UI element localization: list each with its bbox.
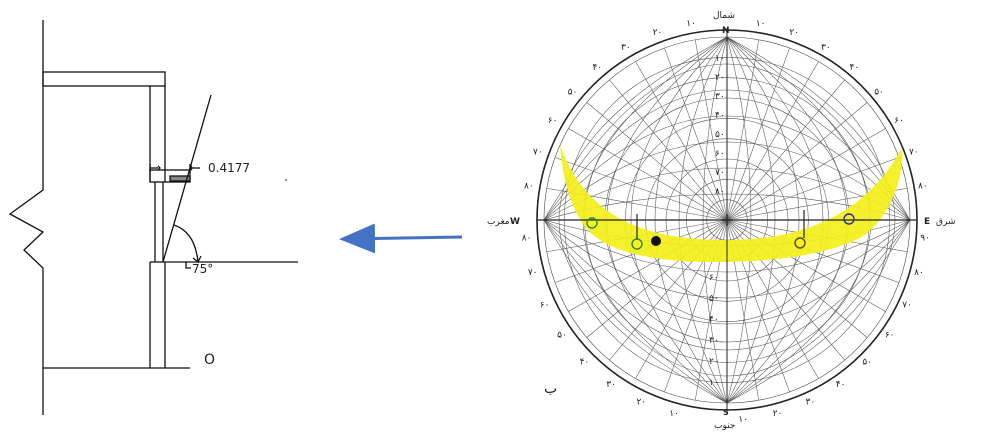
scale-numeral: ۳۰ xyxy=(621,43,631,53)
scale-numeral: ۴۰ xyxy=(836,380,846,390)
azimuth-line xyxy=(586,102,728,221)
shading-fin xyxy=(169,175,191,182)
scale-numeral: ۱۰ xyxy=(756,19,766,29)
scale-numeral: ۷۰ xyxy=(528,268,538,278)
south-letter: S xyxy=(723,408,729,417)
altitude-numeral: ۲۰ xyxy=(715,73,725,83)
angle-arc xyxy=(173,224,199,263)
scale-labels: ۱۰ ۲۰ ۳۰ ۴۰ ۵۰ ۶۰ ۷۰ ۸۰ ۱۰ ۲۰ ۳۰ ۴۰ ۵۰ ۶۰ ۷۰ ۸۰ ۸۰ ۷۰ ۶۰ ۵۰… xyxy=(522,19,930,425)
altitude-numeral: ۸۰ xyxy=(715,187,725,197)
azimuth-line xyxy=(726,157,900,221)
sun-path-band xyxy=(560,145,903,262)
scale-numeral: ۱۰ xyxy=(686,19,696,29)
scale-numeral: ۷۰ xyxy=(533,148,543,158)
sun-ray-line xyxy=(162,94,212,263)
scale-numeral: ۳۰ xyxy=(606,380,616,390)
west-word: مغرب xyxy=(487,217,510,227)
scale-numeral: ۲۰ xyxy=(773,409,783,419)
west-letter: W xyxy=(510,217,520,227)
scale-numeral: ۸۰ xyxy=(914,268,924,278)
marker-circle-east xyxy=(843,213,855,225)
east-letter: E xyxy=(924,217,930,227)
circle-o-label: O xyxy=(204,352,215,368)
scale-numeral: ۲۰ xyxy=(789,28,799,38)
scale-numeral: ۵۰ xyxy=(557,331,567,341)
marker-circle-2 xyxy=(794,237,806,249)
marker-dot-filled xyxy=(651,236,661,246)
altitude-numeral: ۱۰ xyxy=(715,54,725,64)
scale-numeral: ۸۰ xyxy=(918,181,928,191)
azimuth-line xyxy=(726,61,819,221)
north-word: شمال xyxy=(713,11,735,21)
altitude-numeral: ۵۰ xyxy=(715,130,725,140)
wall-break-line xyxy=(8,20,45,415)
scale-numeral: ۵۰ xyxy=(568,87,578,97)
altitude-numeral: ۷۰ xyxy=(715,168,725,178)
scale-numeral: ۶۰ xyxy=(885,331,895,341)
altitude-numeral: ۳۰ xyxy=(709,336,719,346)
azimuth-line xyxy=(635,61,728,221)
scale-numeral: ۴۰ xyxy=(592,63,602,73)
scale-numeral: ۷۰ xyxy=(909,148,919,158)
scale-numeral: ۹۰ xyxy=(920,233,930,243)
south-word: جنوب xyxy=(714,421,735,431)
azimuth-line xyxy=(568,128,728,221)
roof-slab xyxy=(42,71,166,87)
scale-numeral: ۶۰ xyxy=(548,116,558,126)
north-letter: N xyxy=(722,26,730,36)
scale-numeral: ۶۰ xyxy=(894,116,904,126)
altitude-numeral: ۴۰ xyxy=(709,315,719,325)
corner-letter: ب xyxy=(544,381,557,397)
scale-numeral: ۲۰ xyxy=(636,397,646,407)
altitude-numeral: ۱۰ xyxy=(709,378,719,388)
scale-numeral: ۵۰ xyxy=(862,357,872,367)
scale-numeral: ۸۰ xyxy=(522,233,532,243)
scale-numeral: ۶۰ xyxy=(540,301,550,311)
scale-numeral: ۱۰ xyxy=(738,415,748,425)
dimension-label: 0.4177 xyxy=(208,161,250,175)
scale-numeral: ۴۰ xyxy=(580,357,590,367)
altitude-numeral: ۲۰ xyxy=(709,357,719,367)
azimuth-line xyxy=(726,219,886,312)
altitude-numeral: ۵۰ xyxy=(709,294,719,304)
altitude-numeral: ۳۰ xyxy=(715,92,725,102)
altitude-numeral: ۶۰ xyxy=(709,273,719,283)
azimuth-line xyxy=(568,219,728,312)
marker-circle-west xyxy=(586,217,598,229)
scale-numeral: ۷۰ xyxy=(902,301,912,311)
scale-numeral: ۳۰ xyxy=(806,397,816,407)
azimuth-line xyxy=(726,128,886,221)
scale-numeral: ۵۰ xyxy=(874,87,884,97)
scale-numeral: ۲۰ xyxy=(653,28,663,38)
wall-section-diagram xyxy=(8,20,298,415)
small-dot xyxy=(285,179,287,181)
angle-label: 75° xyxy=(192,262,213,276)
azimuth-line xyxy=(726,39,760,221)
sun-path-chart: ۱۰ ۲۰ ۳۰ ۴۰ ۵۰ ۶۰ ۷۰ ۸۰ ۱۰ ۲۰ ۳۰ ۴۰ ۵۰ ۶۰ ۷۰ ۸۰ ۸۰ ۷۰ ۶۰ ۵۰… xyxy=(522,19,930,425)
azimuth-line xyxy=(554,157,728,221)
altitude-numeral: ۴۰ xyxy=(715,111,725,121)
scale-numeral: ۴۰ xyxy=(850,63,860,73)
scale-numeral: ۱۰ xyxy=(669,409,679,419)
azimuth-line xyxy=(694,39,728,221)
east-word: شرق xyxy=(936,217,956,227)
altitude-numeral: ۶۰ xyxy=(715,149,725,159)
scale-numeral: ۳۰ xyxy=(821,43,831,53)
azimuth-line xyxy=(726,102,868,221)
pointer-arrow xyxy=(339,223,463,254)
scale-numeral: ۸۰ xyxy=(524,181,534,191)
